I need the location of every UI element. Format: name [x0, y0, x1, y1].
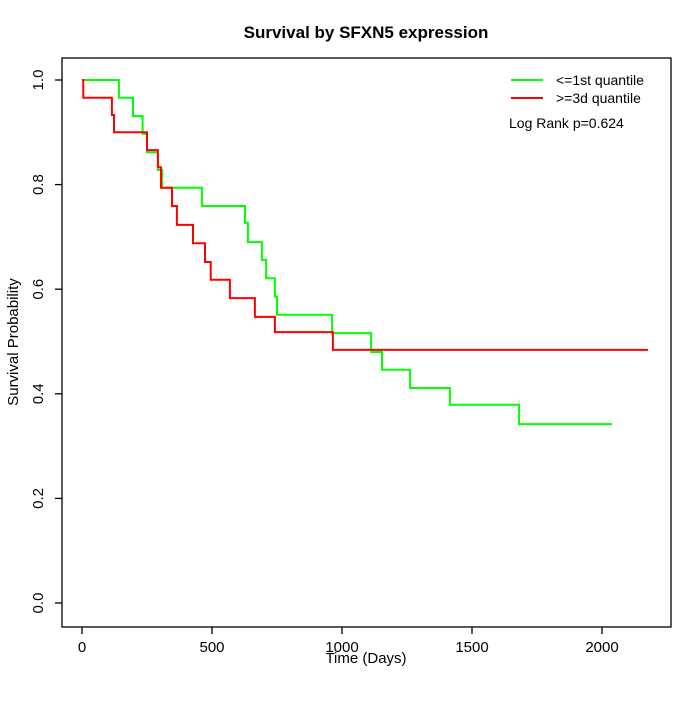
plot-box: [61, 57, 672, 628]
y-tick-label: 1.0: [30, 70, 47, 91]
legend: <=1st quantile >=3d quantile: [511, 72, 644, 106]
y-tick-label: 0.6: [30, 279, 47, 300]
y-tick-label: 0.2: [30, 488, 47, 509]
y-tick-label: 0.0: [30, 593, 47, 614]
y-axis-label: Survival Probability: [5, 278, 22, 406]
x-tick-label: 2000: [585, 639, 618, 656]
plot-title: Survival by SFXN5 expression: [244, 23, 489, 42]
survival-curve-high-expression: [82, 79, 648, 351]
x-tick-label: 1500: [455, 639, 488, 656]
survival-curves: [82, 79, 648, 426]
legend-label-low-expression: <=1st quantile: [556, 72, 644, 88]
y-tick-label: 0.4: [30, 383, 47, 404]
x-axis-label: Time (Days): [325, 650, 406, 667]
x-tick-label: 500: [199, 639, 224, 656]
x-tick-label: 1000: [325, 639, 358, 656]
survival-curve-low-expression: [82, 79, 612, 426]
x-tick-label: 0: [78, 639, 86, 656]
log-rank-pvalue-text: Log Rank p=0.624: [509, 115, 624, 131]
y-tick-label: 0.8: [30, 174, 47, 195]
legend-label-high-expression: >=3d quantile: [556, 90, 641, 106]
y-axis: 0.0 0.2 0.4 0.6 0.8 1.0: [30, 70, 62, 614]
x-axis: 0 500 1000 1500 2000: [78, 627, 619, 656]
